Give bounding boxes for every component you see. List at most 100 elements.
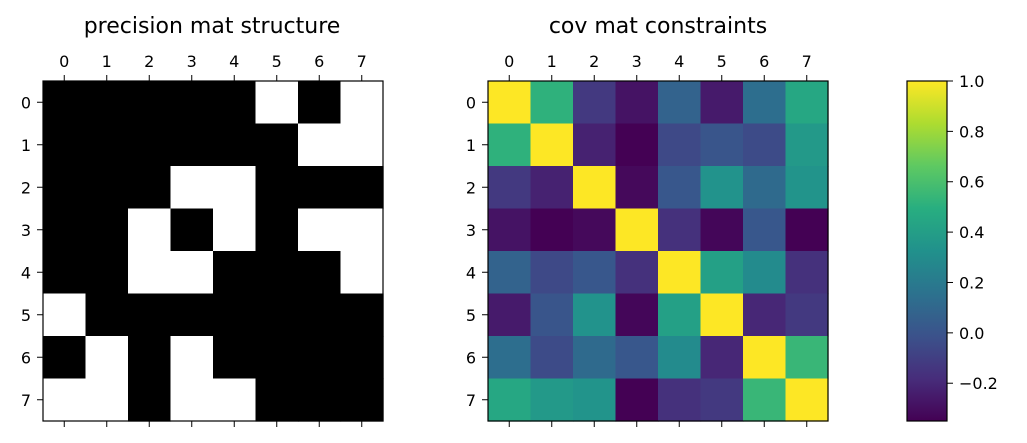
heatmap-cell xyxy=(43,166,87,210)
colorbar: −0.2 0.0 0.2 0.4 0.6 0.8 1.0 xyxy=(906,72,998,422)
x-tick-label: 0 xyxy=(59,52,69,71)
heatmap-cell xyxy=(700,123,744,167)
precision-heatmap-cells xyxy=(43,81,384,422)
y-tick-label: 1 xyxy=(466,136,476,155)
heatmap-cell xyxy=(213,378,257,422)
y-tick-label: 3 xyxy=(466,221,476,240)
heatmap-cell xyxy=(128,378,172,422)
heatmap-cell xyxy=(340,378,384,422)
heatmap-cell xyxy=(658,123,702,167)
colorbar-gradient xyxy=(906,80,948,422)
heatmap-cell xyxy=(43,378,87,422)
heatmap-cell xyxy=(785,251,829,295)
heatmap-cell xyxy=(573,81,617,125)
heatmap-cell xyxy=(340,251,384,295)
x-tick-label: 2 xyxy=(144,52,154,71)
heatmap-cell xyxy=(743,123,787,167)
heatmap-cell xyxy=(340,336,384,380)
heatmap-cell xyxy=(170,251,214,295)
heatmap-cell xyxy=(298,166,342,210)
heatmap-cell xyxy=(658,81,702,125)
heatmap-cell xyxy=(700,293,744,337)
heatmap-cell xyxy=(298,81,342,125)
heatmap-cell xyxy=(340,208,384,252)
heatmap-cell xyxy=(530,208,574,252)
colorbar-tick-label: 0.0 xyxy=(959,324,984,343)
heatmap-cell xyxy=(488,208,532,252)
heatmap-cell xyxy=(573,123,617,167)
heatmap-cell xyxy=(255,208,299,252)
precision-heatmap-panel: precision mat structure 0 1 2 3 4 5 6 7 0 1 2 3 4 5 6… xyxy=(21,14,384,427)
heatmap-cell xyxy=(43,81,87,125)
heatmap-cell xyxy=(743,293,787,337)
heatmap-cell xyxy=(530,166,574,210)
precision-heatmap-title: precision mat structure xyxy=(84,14,341,39)
heatmap-cell xyxy=(658,378,702,422)
heatmap-cell xyxy=(488,166,532,210)
heatmap-cell xyxy=(658,208,702,252)
heatmap-cell xyxy=(615,378,659,422)
y-tick-label: 3 xyxy=(21,221,31,240)
heatmap-cell xyxy=(128,166,172,210)
heatmap-cell xyxy=(298,123,342,167)
heatmap-cell xyxy=(615,166,659,210)
heatmap-cell xyxy=(340,81,384,125)
x-tick-label: 0 xyxy=(504,52,514,71)
heatmap-cell xyxy=(255,123,299,167)
heatmap-cell xyxy=(43,251,87,295)
heatmap-cell xyxy=(85,378,129,422)
heatmap-cell xyxy=(743,81,787,125)
heatmap-cell xyxy=(573,378,617,422)
heatmap-cell xyxy=(128,123,172,167)
heatmap-cell xyxy=(615,336,659,380)
y-tick-label: 2 xyxy=(466,178,476,197)
heatmap-cell xyxy=(530,378,574,422)
x-tick-label: 6 xyxy=(314,52,324,71)
heatmap-cell xyxy=(128,293,172,337)
precision-heatmap-x-ticks: 0 1 2 3 4 5 6 7 xyxy=(59,52,367,427)
heatmap-cell xyxy=(213,123,257,167)
heatmap-cell xyxy=(43,293,87,337)
colorbar-tick-label: 0.2 xyxy=(959,273,984,292)
heatmap-cell xyxy=(298,336,342,380)
heatmap-cell xyxy=(573,293,617,337)
heatmap-cell xyxy=(213,81,257,125)
heatmap-cell xyxy=(530,293,574,337)
heatmap-cell xyxy=(170,166,214,210)
x-tick-label: 1 xyxy=(547,52,557,71)
heatmap-cell xyxy=(213,251,257,295)
covariance-heatmap-panel: cov mat constraints 0 1 2 3 4 5 6 7 0 1 2 3 4 5 6 7 xyxy=(466,14,829,427)
heatmap-cell xyxy=(615,208,659,252)
heatmap-cell xyxy=(700,166,744,210)
heatmap-cell xyxy=(530,81,574,125)
y-tick-label: 7 xyxy=(466,391,476,410)
colorbar-tick-label: 1.0 xyxy=(959,72,984,91)
heatmap-cell xyxy=(170,378,214,422)
heatmap-cell xyxy=(785,166,829,210)
colorbar-tick-label: 0.4 xyxy=(959,223,984,242)
heatmap-cell xyxy=(170,336,214,380)
heatmap-cell xyxy=(255,166,299,210)
y-tick-label: 6 xyxy=(21,348,31,367)
x-tick-label: 1 xyxy=(102,52,112,71)
heatmap-cell xyxy=(43,123,87,167)
heatmap-cell xyxy=(658,251,702,295)
heatmap-cell xyxy=(615,251,659,295)
heatmap-cell xyxy=(298,208,342,252)
heatmap-cell xyxy=(213,293,257,337)
heatmap-cell xyxy=(488,81,532,125)
heatmap-cell xyxy=(743,166,787,210)
heatmap-cell xyxy=(128,81,172,125)
x-tick-label: 7 xyxy=(357,52,367,71)
x-tick-label: 2 xyxy=(589,52,599,71)
heatmap-cell xyxy=(128,251,172,295)
y-tick-label: 6 xyxy=(466,348,476,367)
x-tick-label: 4 xyxy=(674,52,684,71)
heatmap-cell xyxy=(213,336,257,380)
heatmap-cell xyxy=(170,123,214,167)
y-tick-label: 1 xyxy=(21,136,31,155)
heatmap-cell xyxy=(255,251,299,295)
covariance-heatmap-title: cov mat constraints xyxy=(549,14,767,39)
covariance-heatmap-y-ticks: 0 1 2 3 4 5 6 7 xyxy=(466,93,488,410)
